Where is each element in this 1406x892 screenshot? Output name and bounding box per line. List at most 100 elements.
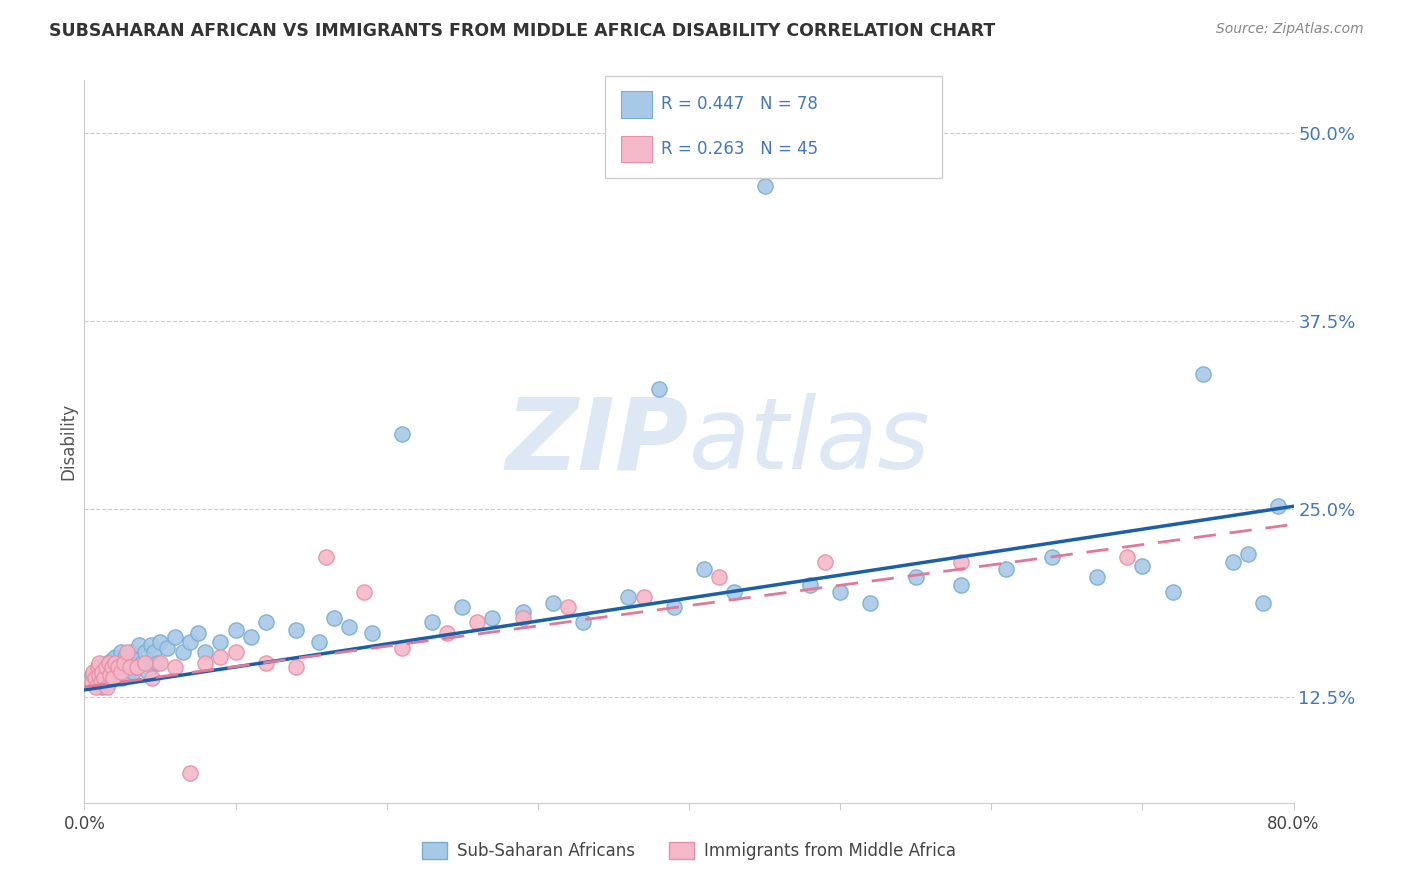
Point <box>285 623 308 637</box>
Point <box>90 675 112 690</box>
Point <box>134 645 156 659</box>
Point <box>156 640 179 655</box>
Legend: Sub-Saharan Africans, Immigrants from Middle Africa: Sub-Saharan Africans, Immigrants from Mi… <box>416 835 962 867</box>
Text: R = 0.447   N = 78: R = 0.447 N = 78 <box>661 95 818 113</box>
Point <box>80 675 103 690</box>
Point <box>662 600 685 615</box>
Point <box>89 660 111 674</box>
Point <box>87 660 110 674</box>
Point <box>1192 367 1215 381</box>
Point <box>118 660 141 674</box>
Point <box>82 665 104 679</box>
Point <box>225 623 247 637</box>
Point <box>572 615 595 630</box>
Point <box>100 660 122 674</box>
Point <box>96 656 118 670</box>
Point <box>451 600 474 615</box>
Point <box>481 610 503 624</box>
Point <box>859 596 882 610</box>
Point <box>187 625 209 640</box>
Point <box>194 645 217 659</box>
Point <box>98 665 121 679</box>
Point <box>904 570 927 584</box>
Point <box>89 671 111 685</box>
Point <box>125 653 148 667</box>
Point <box>105 668 128 682</box>
Point <box>1161 585 1184 599</box>
Point <box>254 656 277 670</box>
Point <box>97 675 120 690</box>
Point <box>633 590 655 604</box>
Point <box>128 638 150 652</box>
Point <box>322 610 344 624</box>
Point <box>115 668 138 682</box>
Point <box>830 585 852 599</box>
Point <box>353 585 375 599</box>
Point <box>194 656 217 670</box>
Point <box>814 555 837 569</box>
Point <box>142 645 165 659</box>
Point <box>91 680 114 694</box>
Point <box>512 605 534 619</box>
Point <box>360 625 382 640</box>
Text: SUBSAHARAN AFRICAN VS IMMIGRANTS FROM MIDDLE AFRICA DISABILITY CORRELATION CHART: SUBSAHARAN AFRICAN VS IMMIGRANTS FROM MI… <box>49 22 995 40</box>
Point <box>617 590 640 604</box>
Point <box>97 656 120 670</box>
Point <box>120 645 142 659</box>
Point <box>91 665 114 679</box>
Point <box>179 765 201 780</box>
Point <box>179 634 201 648</box>
Point <box>254 615 277 630</box>
Point <box>127 660 149 674</box>
Text: R = 0.263   N = 45: R = 0.263 N = 45 <box>661 140 818 158</box>
Point <box>89 656 111 670</box>
Point <box>96 671 118 685</box>
Point <box>127 660 149 674</box>
Point <box>541 596 564 610</box>
Point <box>108 664 131 678</box>
Point <box>1040 550 1063 565</box>
Point <box>754 178 776 193</box>
Point <box>557 600 579 615</box>
Point <box>141 671 163 685</box>
Point <box>100 653 122 667</box>
Point <box>512 610 534 624</box>
Point <box>285 660 308 674</box>
Point <box>94 660 117 674</box>
Point <box>112 656 135 670</box>
Point <box>139 638 162 652</box>
Point <box>172 645 194 659</box>
Point <box>111 671 134 685</box>
Point <box>315 550 337 565</box>
Point <box>436 625 458 640</box>
Point <box>84 671 107 685</box>
Point <box>950 577 973 591</box>
Point <box>391 640 413 655</box>
Point <box>225 645 247 659</box>
Point <box>96 680 118 694</box>
Point <box>121 665 143 679</box>
Point <box>693 562 716 576</box>
Point <box>420 615 443 630</box>
Point <box>104 656 127 670</box>
Point <box>391 427 413 442</box>
Point <box>104 660 127 674</box>
Text: atlas: atlas <box>689 393 931 490</box>
Point <box>80 668 103 682</box>
Point <box>950 555 973 569</box>
Point <box>110 665 132 679</box>
Point <box>86 675 108 690</box>
Point <box>86 680 108 694</box>
Point <box>1116 550 1139 565</box>
Point <box>107 656 129 670</box>
Point <box>1130 559 1153 574</box>
Point <box>709 570 731 584</box>
Point <box>1267 500 1289 514</box>
Point <box>467 615 489 630</box>
Point <box>1085 570 1108 584</box>
Point <box>308 634 330 648</box>
Point <box>101 671 124 685</box>
Point <box>118 656 141 670</box>
Point <box>134 656 156 670</box>
Y-axis label: Disability: Disability <box>59 403 77 480</box>
